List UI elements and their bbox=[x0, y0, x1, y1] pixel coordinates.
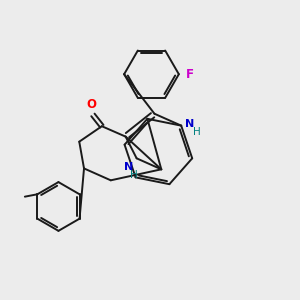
Text: H: H bbox=[130, 170, 137, 180]
Text: O: O bbox=[87, 98, 97, 111]
Text: N: N bbox=[185, 119, 194, 129]
Text: F: F bbox=[186, 68, 194, 81]
Text: N: N bbox=[124, 163, 134, 172]
Text: H: H bbox=[193, 127, 200, 137]
